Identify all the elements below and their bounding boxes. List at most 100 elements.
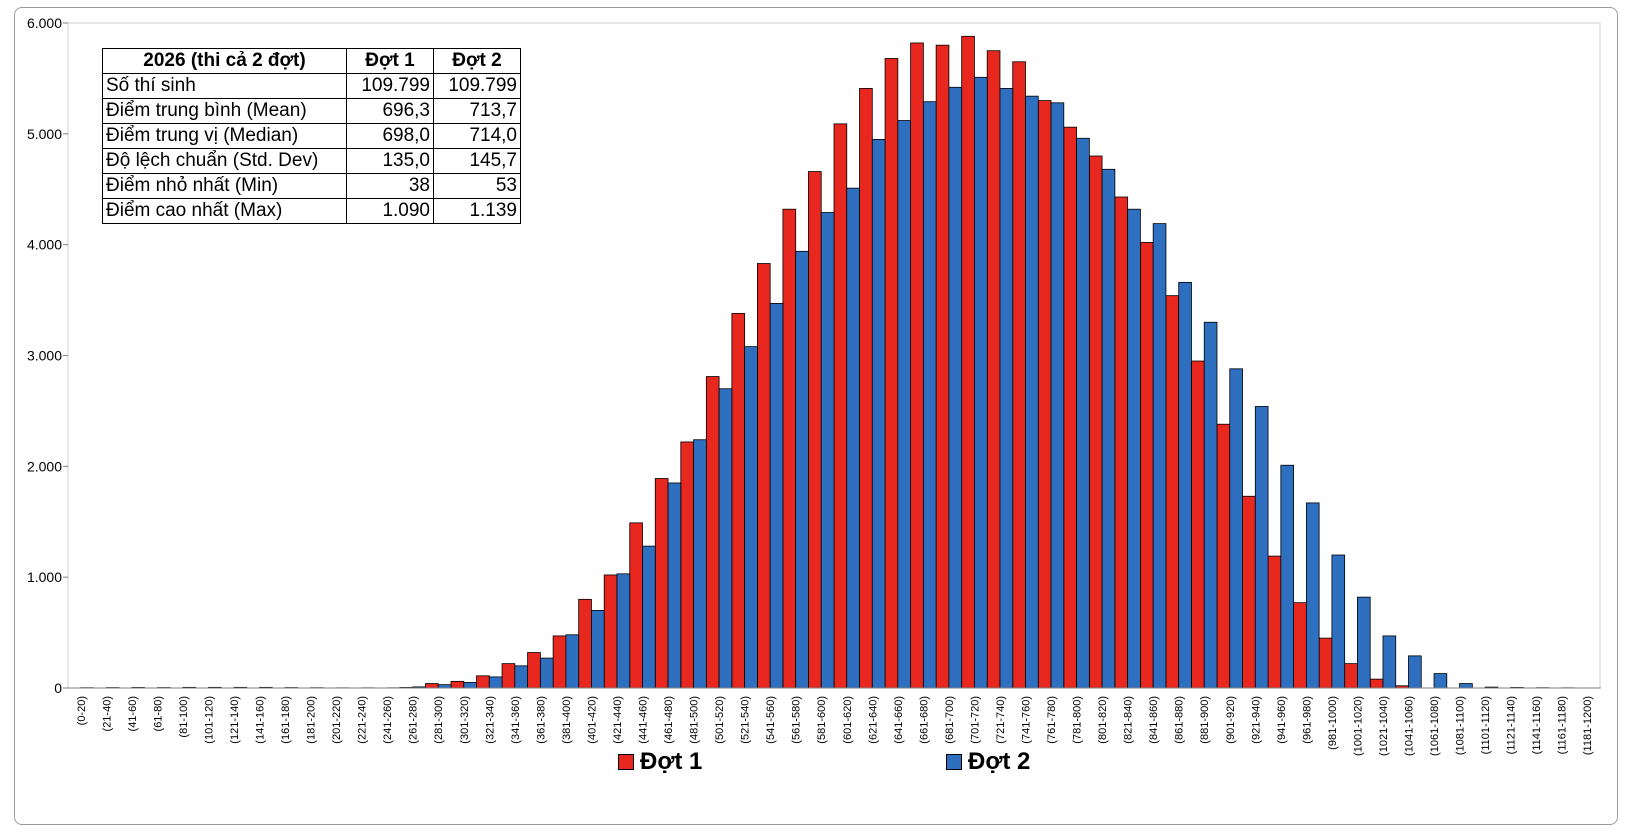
bar-dot1 — [629, 522, 643, 689]
bar-dot2 — [667, 482, 682, 689]
x-tick-label: (661-680) — [918, 696, 930, 744]
stats-row-dot1-value: 1.090 — [346, 198, 434, 224]
bar-dot1 — [1267, 555, 1282, 689]
bar-dot1 — [961, 35, 975, 689]
bar-dot1 — [757, 263, 771, 689]
stats-row: Số thí sinh 109.799 109.799 — [102, 73, 521, 99]
bar-dot1 — [578, 598, 592, 689]
bar-dot2 — [1203, 321, 1218, 689]
bar-dot1 — [1063, 126, 1077, 689]
stats-row: Điểm trung bình (Mean) 696,3 713,7 — [102, 98, 521, 124]
chart-legend: Đợt 1 Đợt 2 — [0, 748, 1634, 782]
x-tick-label: (1001-1020) — [1352, 696, 1364, 756]
stats-row-label: Độ lệch chuẩn (Std. Dev) — [102, 148, 347, 174]
stats-row-label: Số thí sinh — [102, 73, 347, 99]
x-tick-label: (761-780) — [1046, 696, 1058, 744]
x-tick-label: (41-60) — [127, 696, 139, 731]
x-tick-label: (681-700) — [944, 696, 956, 744]
x-tick-label: (81-100) — [178, 696, 190, 738]
stats-row-label: Điểm cao nhất (Max) — [102, 198, 347, 224]
x-tick-label: (241-260) — [382, 696, 394, 744]
stats-table: 2026 (thi cả 2 đợt) Đợt 1 Đợt 2 Số thí s… — [102, 48, 521, 224]
x-tick-label: (861-880) — [1174, 696, 1186, 744]
stats-row-dot1-value: 135,0 — [346, 148, 434, 174]
stats-row-dot2-value: 714,0 — [433, 123, 521, 149]
bar-dot1 — [705, 376, 720, 689]
bar-dot2 — [922, 101, 937, 689]
bar-dot1 — [476, 675, 490, 689]
x-tick-label: (421-440) — [612, 696, 624, 744]
x-tick-label: (221-240) — [357, 696, 369, 744]
bar-dot1 — [935, 44, 950, 689]
bar-dot2 — [642, 545, 656, 689]
stats-row-label: Điểm trung bình (Mean) — [102, 98, 347, 124]
bar-dot1 — [731, 312, 746, 689]
stats-header-dot1: Đợt 1 — [346, 48, 434, 74]
stats-row: Độ lệch chuẩn (Std. Dev) 135,0 145,7 — [102, 148, 521, 174]
bar-dot1 — [782, 208, 797, 689]
bar-dot1 — [552, 635, 567, 689]
x-tick-label: (521-540) — [740, 696, 752, 744]
stats-row: Điểm cao nhất (Max) 1.090 1.139 — [102, 198, 521, 224]
bar-dot1 — [1140, 242, 1154, 689]
bar-dot1 — [884, 58, 899, 689]
bar-dot1 — [986, 50, 1001, 689]
x-tick-label: (561-580) — [791, 696, 803, 744]
bar-dot1 — [1037, 100, 1052, 689]
stats-row-dot2-value: 109.799 — [433, 73, 521, 99]
bar-dot1 — [1344, 663, 1358, 689]
x-tick-label: (581-600) — [816, 696, 828, 744]
bar-dot2 — [871, 138, 886, 689]
bar-dot1 — [1114, 196, 1129, 689]
x-tick-label: (1161-1180) — [1557, 696, 1569, 754]
x-tick-label: (141-160) — [255, 696, 267, 744]
y-tick-label: 3.000 — [27, 348, 62, 364]
x-tick-label: (21-40) — [101, 696, 113, 731]
x-tick-label: (181-200) — [306, 696, 318, 744]
y-tick-label: 1.000 — [27, 569, 62, 585]
bar-dot1 — [527, 652, 541, 689]
x-tick-label: (1081-1100) — [1455, 696, 1467, 755]
stats-header-dot2: Đợt 2 — [433, 48, 521, 74]
bar-dot2 — [463, 682, 477, 689]
legend-swatch-dot1 — [618, 754, 634, 770]
y-tick-label: 5.000 — [27, 126, 62, 142]
x-tick-label: (381-400) — [561, 696, 573, 744]
bar-dot1 — [1293, 602, 1307, 689]
x-tick-label: (281-300) — [433, 696, 445, 744]
bar-dot2 — [514, 665, 529, 689]
bar-dot2 — [565, 634, 580, 689]
bar-dot1 — [654, 478, 669, 689]
bar-dot1 — [680, 441, 694, 689]
bar-dot1 — [1369, 678, 1384, 689]
bar-dot1 — [808, 171, 822, 689]
bar-dot2 — [539, 657, 554, 689]
bar-dot2 — [974, 76, 988, 689]
x-tick-label: (841-860) — [1148, 696, 1160, 744]
x-tick-label: (481-500) — [689, 696, 701, 744]
bar-dot2 — [1459, 683, 1473, 689]
bar-dot2 — [999, 87, 1014, 689]
x-tick-label: (1021-1040) — [1378, 696, 1390, 756]
x-tick-label: (161-180) — [280, 696, 292, 744]
bar-dot2 — [1178, 281, 1192, 689]
legend-label-dot1: Đợt 1 — [640, 748, 703, 775]
x-tick-label: (341-360) — [510, 696, 522, 744]
bar-dot2 — [846, 187, 860, 689]
stats-row: Điểm trung vị (Median) 698,0 714,0 — [102, 123, 521, 149]
x-tick-label: (961-980) — [1301, 696, 1313, 744]
x-tick-label: (461-480) — [663, 696, 675, 744]
bar-dot1 — [859, 87, 873, 689]
bar-dot2 — [488, 676, 503, 689]
y-tick-label: 6.000 — [27, 15, 62, 31]
bar-dot1 — [1216, 423, 1231, 689]
bar-dot2 — [948, 86, 963, 689]
bar-dot2 — [1408, 655, 1422, 689]
bar-dot2 — [1357, 596, 1371, 689]
bar-dot2 — [769, 303, 784, 689]
stats-row-dot2-value: 713,7 — [433, 98, 521, 124]
legend-swatch-dot2 — [946, 754, 962, 770]
x-tick-label: (881-900) — [1199, 696, 1211, 744]
x-tick-label: (121-140) — [229, 696, 241, 744]
bar-dot2 — [1331, 554, 1346, 689]
